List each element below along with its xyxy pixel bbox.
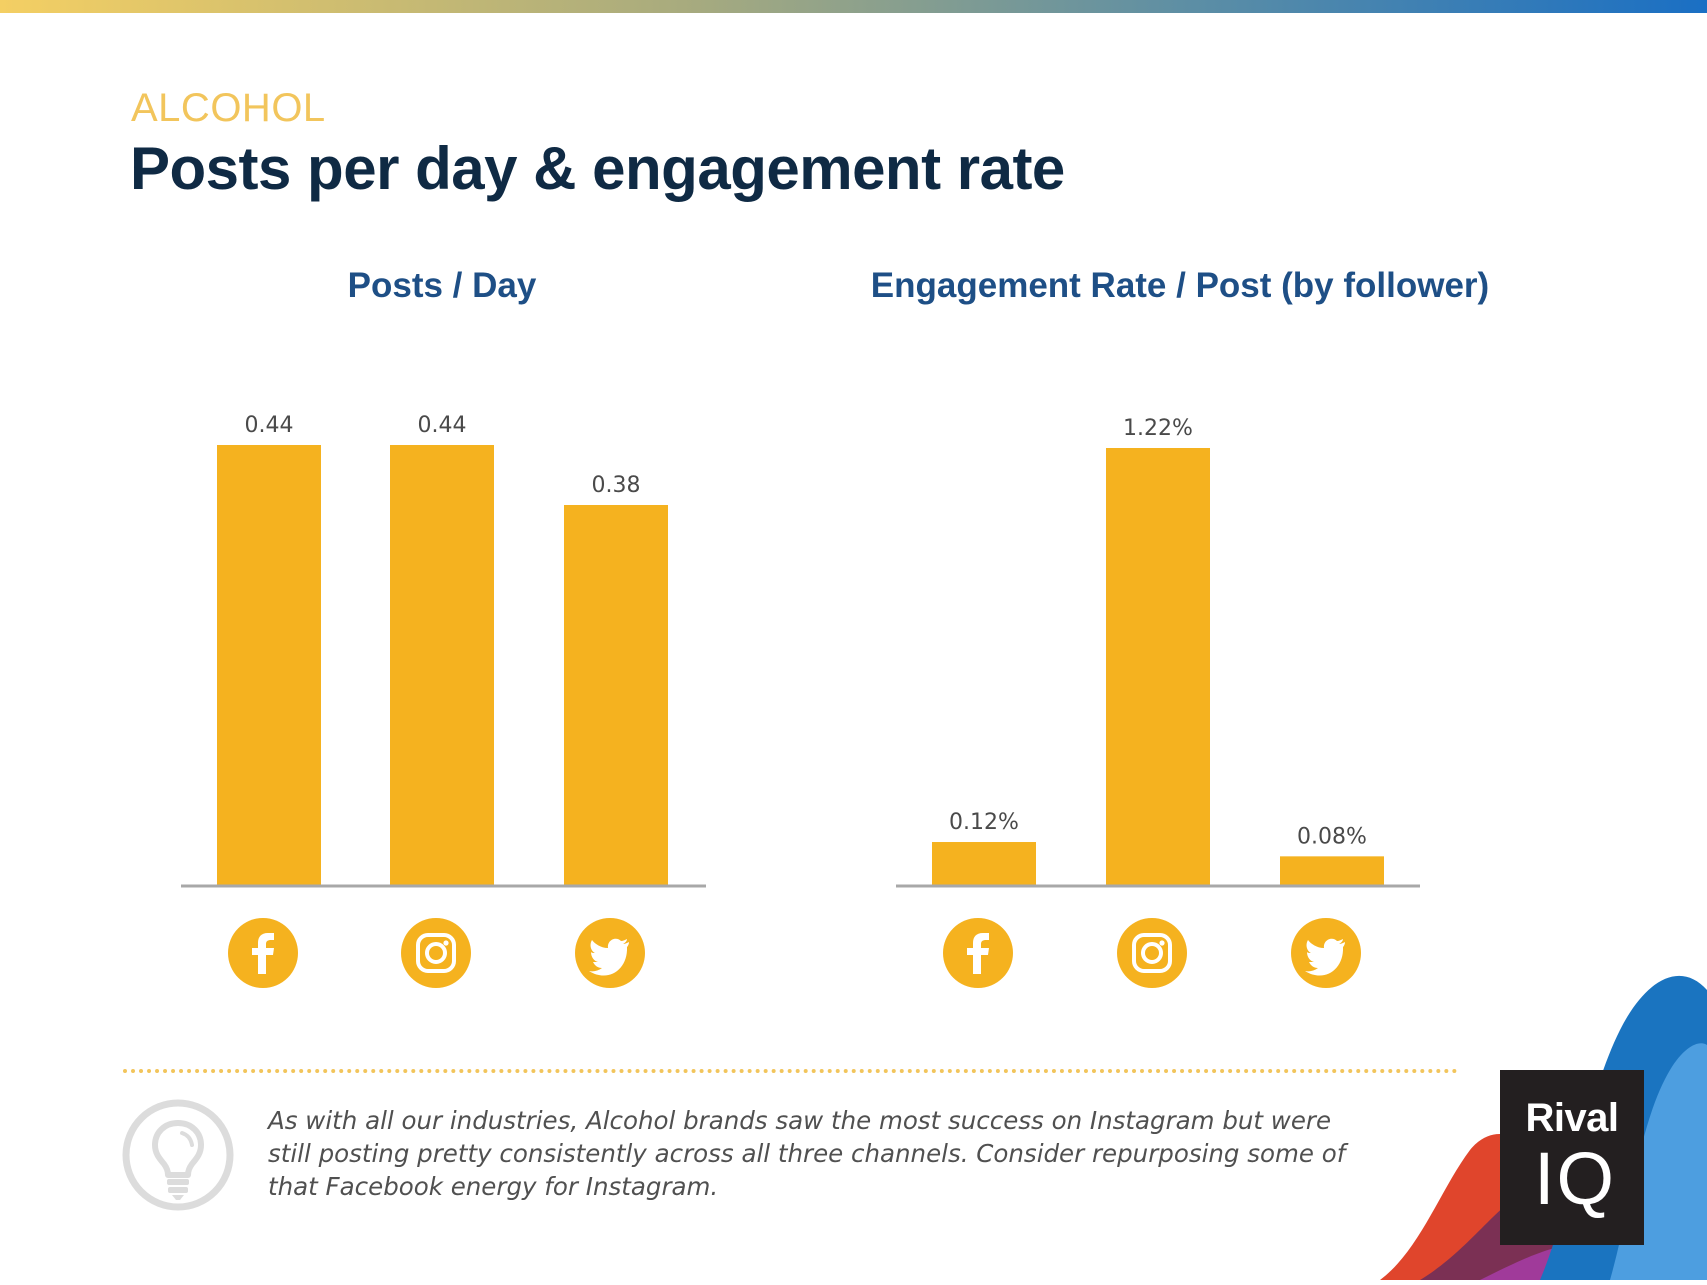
twitter-icon	[1291, 918, 1361, 988]
data-label-0-instagram: 0.44	[418, 413, 467, 438]
chart-title-engagement-rate: Engagement Rate / Post (by follower)	[870, 266, 1490, 305]
chart-title-posts-per-day: Posts / Day	[347, 266, 537, 305]
bar-1-twitter	[1280, 856, 1384, 885]
logo-wordmark-iq: IQ	[1534, 1137, 1617, 1220]
instagram-icon	[1117, 918, 1187, 988]
data-label-1-instagram: 1.22%	[1123, 416, 1193, 441]
data-label-0-facebook: 0.44	[245, 413, 294, 438]
data-label-1-twitter: 0.08%	[1297, 824, 1367, 849]
twitter-icon	[575, 918, 645, 988]
bar-1-instagram	[1106, 448, 1210, 885]
facebook-icon	[943, 918, 1013, 988]
lightbulb-icon	[120, 1097, 236, 1213]
data-label-0-twitter: 0.38	[592, 473, 641, 498]
dotted-divider	[123, 1069, 1458, 1073]
bar-0-facebook	[217, 445, 321, 885]
insight-text: As with all our industries, Alcohol bran…	[268, 1106, 1346, 1201]
data-label-1-facebook: 0.12%	[949, 810, 1019, 835]
page-title: Posts per day & engagement rate	[130, 135, 1065, 202]
rival-iq-logo: Rival IQ	[1500, 1070, 1644, 1245]
bar-charts: 0.44 0.44 0.38 0.12% 1.22% 0.08%	[181, 413, 1420, 988]
top-gradient-bar	[0, 0, 1707, 13]
category-label: ALCOHOL	[131, 86, 326, 130]
instagram-icon	[401, 918, 471, 988]
bar-0-twitter	[564, 505, 668, 885]
bar-1-facebook	[932, 842, 1036, 885]
bar-0-instagram	[390, 445, 494, 885]
facebook-icon	[228, 918, 298, 988]
logo-wordmark-rival: Rival	[1525, 1096, 1619, 1140]
